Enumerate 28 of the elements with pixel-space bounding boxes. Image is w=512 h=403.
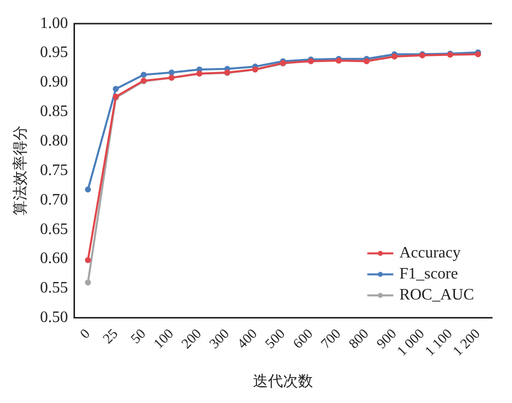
x-tick-label: 100 (152, 326, 177, 352)
y-tick-label: 0.95 (40, 44, 68, 62)
y-axis-title: 算法效率得分 (12, 126, 29, 216)
x-tick-label: 500 (262, 326, 288, 352)
x-tick-label: 400 (235, 326, 261, 352)
x-tick-label: 700 (318, 326, 344, 352)
y-tick-label: 0.55 (40, 280, 68, 297)
x-axis-title: 迭代次数 (253, 372, 313, 390)
x-tick-label: 200 (179, 326, 205, 352)
legend-label: ROC_AUC (399, 286, 474, 304)
x-tick-label: 600 (290, 326, 316, 352)
y-tick-label: 0.85 (40, 103, 68, 120)
y-tick-label: 0.60 (40, 250, 68, 268)
legend-label: F1_score (399, 266, 458, 283)
y-tick-label: 0.70 (40, 191, 68, 208)
x-tick-label: 1 200 (450, 326, 484, 360)
x-tick-label: 50 (128, 326, 150, 348)
y-tick-label: 1.00 (40, 14, 68, 32)
x-tick-label: 0 (78, 326, 94, 342)
x-tick-label: 25 (100, 326, 122, 348)
y-tick-label: 0.75 (40, 162, 68, 179)
y-tick-label: 0.80 (40, 132, 68, 150)
x-tick-label: 800 (346, 326, 372, 352)
y-tick-label: 0.90 (40, 74, 68, 91)
legend-label: Accuracy (399, 244, 461, 262)
y-tick-label: 0.65 (40, 220, 68, 238)
x-tick-label: 300 (207, 326, 233, 352)
y-tick-label: 0.50 (40, 309, 68, 326)
